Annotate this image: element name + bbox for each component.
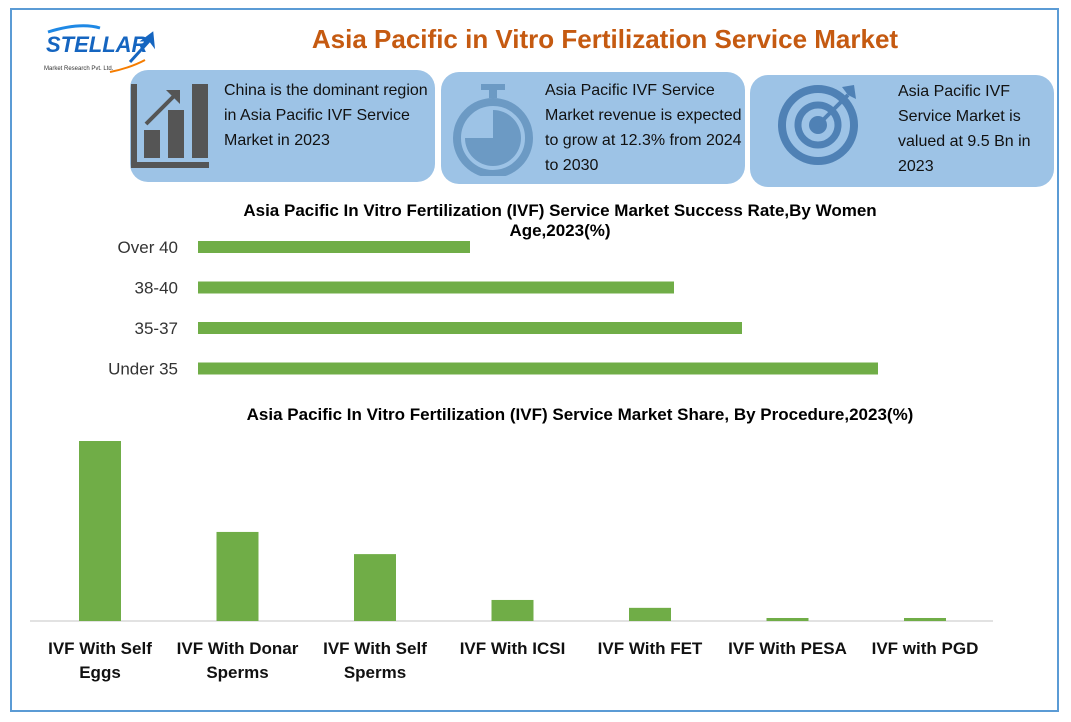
card-text: China is the dominant region in Asia Pac…	[224, 82, 428, 149]
success-rate-chart: Over 40 38-40 35-37 Under 35	[108, 238, 878, 379]
category-label: IVF With Self Eggs	[48, 639, 152, 682]
category-label: Under 35	[108, 360, 178, 379]
category-label: 35-37	[135, 319, 178, 338]
svg-text:Market Research Pvt. Ltd.: Market Research Pvt. Ltd.	[44, 66, 114, 72]
target-icon	[778, 85, 858, 165]
bar	[198, 362, 878, 375]
svg-text:STELLAR: STELLAR	[46, 32, 148, 57]
bar	[629, 607, 671, 621]
page-title: Asia Pacific in Vitro Fertilization Serv…	[311, 24, 899, 54]
bar	[198, 241, 470, 253]
card-dominant-region: China is the dominant region in Asia Pac…	[130, 70, 435, 182]
card-growth-rate: Asia Pacific IVF Service Market revenue …	[441, 72, 745, 184]
stopwatch-icon	[453, 84, 533, 176]
category-label: IVF With Donar Sperms	[177, 639, 299, 682]
bar	[79, 441, 121, 621]
bar	[216, 531, 259, 621]
procedure-share-chart: IVF With Self Eggs IVF With Donar Sperms IVF…	[30, 441, 993, 682]
card-text: Asia Pacific IVF Service Market is value…	[898, 83, 1031, 175]
bar	[198, 281, 674, 294]
bar	[766, 617, 809, 621]
category-label: 38-40	[135, 279, 178, 298]
card-market-value: Asia Pacific IVF Service Market is value…	[750, 75, 1054, 187]
bar	[198, 322, 742, 334]
card-text: Asia Pacific IVF Service Market revenue …	[545, 82, 742, 174]
category-label: IVF With PESA	[728, 639, 847, 658]
stellar-logo: STELLAR Market Research Pvt. Ltd.	[44, 24, 156, 73]
category-label: Over 40	[118, 238, 178, 257]
category-label: IVF With FET	[598, 639, 703, 658]
category-label: IVF With ICSI	[460, 639, 566, 658]
bar	[904, 617, 946, 621]
category-label: IVF With Self Sperms	[323, 639, 427, 682]
bar	[354, 554, 396, 621]
chart2-title: Asia Pacific In Vitro Fertilization (IVF…	[246, 405, 914, 424]
chart1-title: Asia Pacific In Vitro Fertilization (IVF…	[243, 201, 877, 240]
infographic-frame	[10, 8, 1059, 712]
category-label: IVF with PGD	[872, 639, 979, 658]
bar	[491, 599, 534, 621]
bar-chart-growth-icon	[131, 84, 209, 168]
